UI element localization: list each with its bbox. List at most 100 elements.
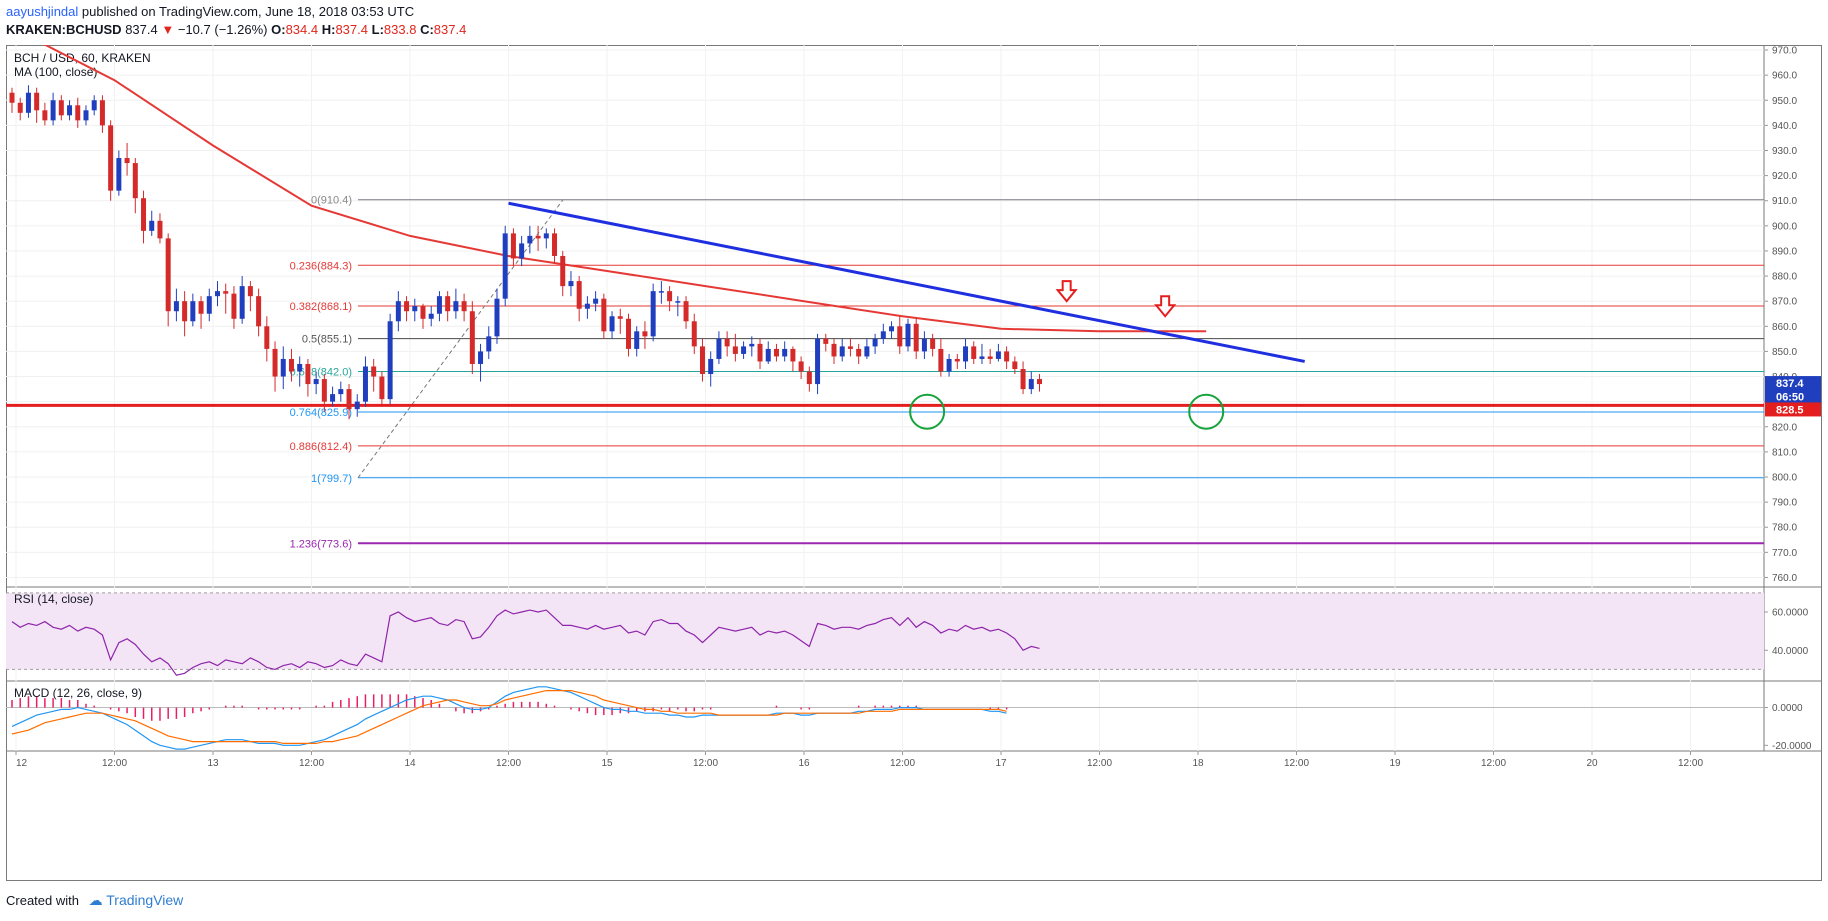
high-label: H:	[321, 22, 336, 37]
tradingview-logo[interactable]: ☁ TradingView	[88, 892, 184, 908]
candle-body	[954, 358, 960, 362]
author-link[interactable]: aayushjindal	[6, 4, 79, 19]
candle-body	[946, 358, 952, 372]
price-tick-label: 760.0	[1772, 573, 1797, 584]
macd-line	[11, 686, 1007, 750]
candle-body	[831, 343, 837, 357]
candle-body	[856, 348, 862, 357]
candle-body	[288, 358, 294, 372]
resistance-arrow-icon	[1154, 295, 1177, 318]
candle-body	[963, 346, 969, 362]
chart-header: aayushjindal published on TradingView.co…	[0, 0, 1828, 40]
price-tick-label: 780.0	[1772, 523, 1797, 534]
candle-body	[847, 346, 853, 349]
ma-legend: MA (100, close)	[14, 65, 97, 79]
candle-body	[198, 301, 204, 314]
price-tick-label: 920.0	[1772, 171, 1797, 182]
price-tick-label: 870.0	[1772, 297, 1797, 308]
candle-body	[683, 301, 689, 322]
chart-area[interactable]: 970.0 960.0 950.0 940.0 930.0 920.0 910.0 900.0…	[6, 45, 1822, 881]
low-value: 833.8	[383, 22, 417, 37]
chart-canvas[interactable]: 970.0 960.0 950.0 940.0 930.0 920.0 910.0 900.0…	[6, 45, 1822, 881]
tradingview-brand: TradingView	[106, 892, 184, 908]
time-tick-label: 17	[995, 758, 1007, 769]
time-tick-label: 12:00	[1284, 758, 1309, 769]
price-tick-label: 950.0	[1772, 96, 1797, 107]
candle-body	[650, 291, 656, 337]
candle-body	[921, 338, 927, 352]
symbol-label: KRAKEN:BCHUSD	[6, 22, 122, 37]
time-tick-label: 13	[207, 758, 219, 769]
price-tick-label: 940.0	[1772, 121, 1797, 132]
candle-body	[67, 105, 73, 116]
time-tick-label: 12:00	[1481, 758, 1506, 769]
fib-level-label: 0.886(812.4)	[290, 441, 352, 453]
time-tick-label: 19	[1389, 758, 1401, 769]
candle-body	[560, 255, 566, 287]
candle-body	[173, 301, 179, 312]
candle-body	[535, 235, 541, 239]
candle-body	[42, 110, 48, 121]
open-value: 834.4	[285, 22, 319, 37]
candle-body	[741, 346, 747, 354]
candle-body	[1037, 379, 1042, 385]
candle-body	[428, 313, 434, 319]
candle-body	[124, 158, 130, 164]
candle-body	[1028, 379, 1034, 390]
candle-body	[157, 220, 163, 239]
time-tick-label: 18	[1192, 758, 1204, 769]
publish-line: aayushjindal published on TradingView.co…	[6, 4, 414, 19]
candle-body	[634, 331, 640, 349]
candle-body	[215, 291, 220, 297]
candle-body	[691, 321, 697, 347]
price-change: −10.7 (−1.26%)	[177, 22, 268, 37]
last-price-badge-bg	[1765, 376, 1821, 391]
candle-body	[716, 338, 722, 359]
countdown-badge-bg	[1765, 389, 1821, 404]
candle-body	[724, 338, 730, 347]
candle-body	[617, 316, 623, 319]
support-price-badge: 828.5	[1776, 404, 1804, 416]
candle-body	[256, 296, 262, 327]
price-tick-label: 960.0	[1772, 71, 1797, 82]
candle-body	[280, 358, 286, 377]
price-tick-label: 860.0	[1772, 322, 1797, 333]
candle-body	[494, 298, 500, 337]
candle-body	[979, 356, 985, 359]
candle-body	[461, 301, 467, 312]
candle-body	[404, 301, 410, 312]
candle-body	[790, 348, 796, 362]
candle-body	[453, 301, 459, 312]
candle-body	[502, 233, 508, 299]
candle-body	[593, 298, 599, 304]
rsi-band	[6, 592, 1764, 670]
candle-body	[675, 301, 681, 303]
price-tick-label: 900.0	[1772, 221, 1797, 232]
macd-legend: MACD (12, 26, close, 9)	[14, 686, 142, 700]
time-tick-label: 12:00	[299, 758, 324, 769]
candle-body	[412, 306, 418, 312]
candle-body	[732, 346, 738, 354]
candle-body	[1012, 361, 1018, 369]
candle-body	[17, 102, 23, 113]
price-tick-label: 970.0	[1772, 46, 1797, 57]
candle-body	[773, 348, 779, 357]
fib-anchor-line	[357, 199, 564, 479]
ohlc-line: KRAKEN:BCHUSD 837.4 ▼ −10.7 (−1.26%) O:8…	[6, 22, 466, 37]
candle-body	[297, 363, 303, 372]
support-circle-icon	[1188, 393, 1225, 430]
candle-body	[50, 100, 56, 121]
countdown-badge: 06:50	[1776, 392, 1804, 404]
candle-body	[272, 348, 278, 377]
candle-body	[354, 401, 360, 410]
price-tick-label: 810.0	[1772, 447, 1797, 458]
fib-level-label: 1(799.7)	[311, 473, 352, 485]
candle-body	[626, 318, 631, 349]
last-price: 837.4	[125, 22, 158, 37]
candle-body	[395, 301, 401, 322]
candle-body	[149, 220, 155, 231]
candle-body	[239, 286, 245, 319]
price-tick-label: 880.0	[1772, 272, 1797, 283]
pair-legend: BCH / USD, 60, KRAKEN	[14, 51, 151, 65]
candle-body	[58, 100, 64, 116]
